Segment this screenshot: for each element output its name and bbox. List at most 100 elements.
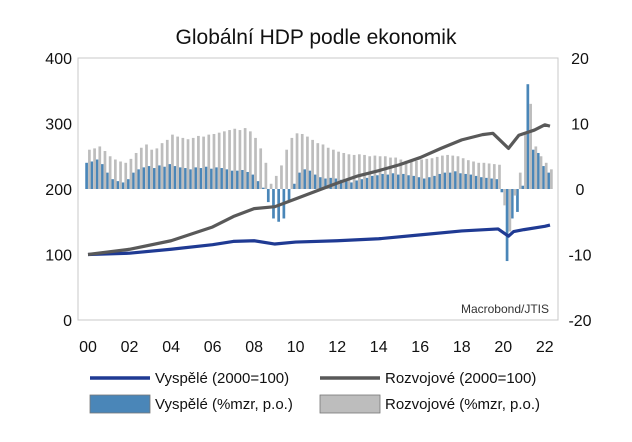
bar-vyspele — [344, 181, 348, 189]
bar-vyspele — [505, 189, 509, 262]
bar-rozvojove — [103, 151, 107, 189]
bar-rozvojove — [539, 156, 543, 189]
bar-rozvojove — [326, 147, 330, 189]
bar-vyspele — [381, 173, 384, 189]
bar-vyspele — [215, 167, 218, 189]
bar-rozvojove — [430, 158, 434, 189]
bar-vyspele — [163, 166, 166, 189]
bar-vyspele — [474, 175, 478, 189]
bar-rozvojove — [477, 162, 481, 189]
right-tick-label: 10 — [571, 117, 589, 134]
bar-vyspele — [469, 174, 473, 189]
bar-rozvojove — [171, 134, 174, 189]
bar-vyspele — [147, 166, 151, 189]
bar-rozvojove — [503, 189, 507, 206]
bar-vyspele — [266, 189, 270, 203]
bar-vyspele — [308, 170, 312, 189]
bar-rozvojove — [259, 148, 263, 189]
bar-vyspele — [131, 172, 135, 190]
bar-rozvojove — [347, 154, 351, 189]
bar-vyspele — [516, 189, 519, 212]
bar-vyspele — [121, 182, 125, 189]
bar-rozvojove — [492, 164, 496, 189]
x-tick-label: 08 — [245, 339, 263, 356]
bar-rozvojove — [441, 155, 444, 189]
bar-vyspele — [427, 177, 431, 189]
x-tick-label: 04 — [162, 339, 180, 356]
bar-vyspele — [495, 179, 499, 189]
bar-vyspele — [168, 164, 172, 189]
x-tick-label: 00 — [79, 339, 97, 356]
bar-rozvojove — [487, 163, 491, 189]
bar-rozvojove — [114, 159, 117, 189]
bar-rozvojove — [134, 152, 138, 189]
bar-vyspele — [547, 172, 550, 190]
source-note: Macrobond/JTIS — [461, 302, 549, 316]
left-tick-label: 100 — [45, 248, 72, 265]
legend-label: Vyspělé (%mzr, p.o.) — [155, 396, 293, 413]
x-tick-label: 16 — [411, 339, 429, 356]
left-tick-label: 200 — [45, 182, 72, 199]
bar-rozvojove — [280, 165, 283, 189]
bar-rozvojove — [93, 148, 96, 189]
bar-vyspele — [183, 168, 187, 189]
bar-rozvojove — [165, 139, 169, 190]
bar-rozvojove — [254, 137, 257, 189]
bar-rozvojove — [295, 133, 299, 189]
bar-vyspele — [386, 174, 390, 189]
bar-vyspele — [220, 168, 223, 189]
bar-vyspele — [510, 189, 514, 219]
bar-rozvojove — [383, 156, 387, 189]
bar-vyspele — [417, 177, 421, 189]
bar-vyspele — [375, 175, 379, 189]
bar-rozvojove — [238, 130, 242, 189]
bar-rozvojove — [394, 157, 398, 189]
bar-vyspele — [412, 175, 415, 189]
bar-vyspele — [95, 159, 99, 189]
bar-rozvojove — [415, 160, 418, 189]
bar-vyspele — [246, 171, 249, 189]
bar-rozvojove — [524, 133, 527, 189]
bar-vyspele — [360, 179, 364, 189]
bar-rozvojove — [435, 156, 439, 189]
bar-rozvojove — [446, 154, 449, 189]
left-tick-label: 300 — [45, 117, 72, 134]
bar-vyspele — [329, 177, 332, 189]
bar-rozvojove — [425, 158, 429, 189]
legend-item: Vyspělé (2000=100) — [90, 370, 289, 387]
line-vyspele — [87, 223, 551, 257]
bar-rozvojove — [518, 172, 522, 190]
bar-vyspele — [225, 169, 229, 189]
bar-rozvojove — [233, 128, 237, 189]
bar-vyspele — [490, 178, 493, 189]
x-tick-label: 14 — [370, 339, 388, 356]
bar-rozvojove — [285, 149, 289, 189]
bar-vyspele — [111, 179, 114, 189]
bar-vyspele — [235, 170, 239, 189]
bar-vyspele — [396, 174, 400, 189]
bar-vyspele — [251, 174, 255, 189]
legend-bar-swatch — [89, 394, 151, 414]
bar-vyspele — [355, 180, 358, 189]
bar-rozvojove — [191, 137, 195, 189]
legend-label: Rozvojové (2000=100) — [385, 370, 536, 387]
bar-vyspele — [542, 166, 545, 189]
bar-vyspele — [443, 172, 447, 190]
bar-rozvojove — [363, 154, 366, 189]
bar-rozvojove — [529, 103, 532, 189]
x-tick-label: 06 — [204, 339, 222, 356]
legend-item: Rozvojové (%mzr, p.o.) — [319, 394, 540, 414]
bar-vyspele — [90, 161, 94, 189]
bar-rozvojove — [342, 152, 346, 189]
bar-rozvojove — [461, 158, 465, 189]
bar-vyspele — [401, 173, 405, 189]
bar-vyspele — [313, 174, 317, 189]
bar-vyspele — [106, 172, 109, 190]
bar-rozvojove — [186, 139, 190, 189]
bar-vyspele — [521, 185, 524, 189]
bar-rozvojove — [248, 131, 252, 189]
bar-vyspele — [536, 152, 540, 189]
right-tick-label: -20 — [568, 313, 591, 330]
bar-vyspele — [261, 187, 265, 189]
bar-rozvojove — [544, 162, 548, 189]
